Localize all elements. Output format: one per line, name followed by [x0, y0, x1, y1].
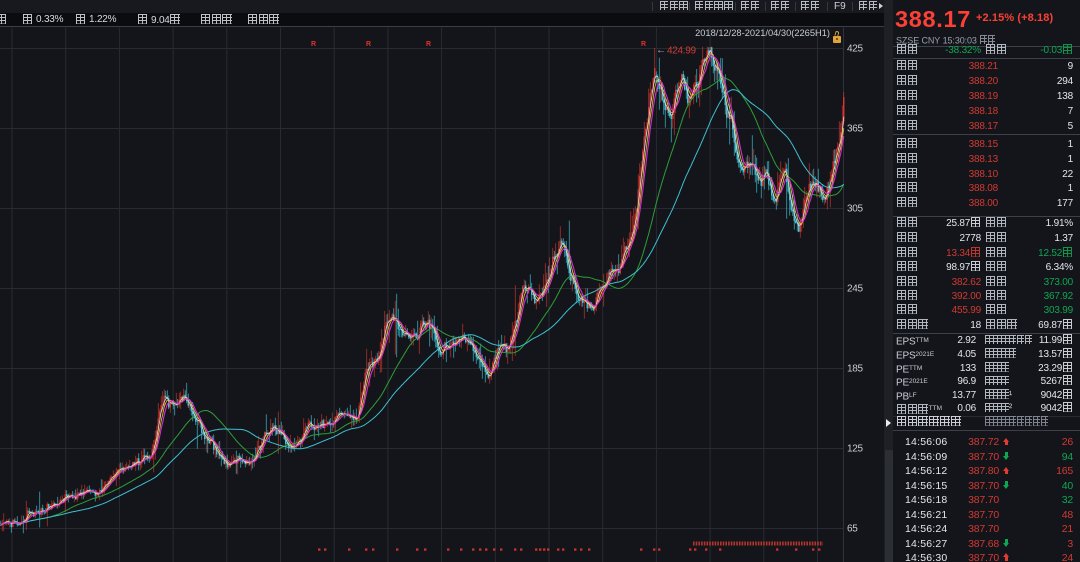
svg-text:305: 305 [847, 204, 864, 215]
svg-text:424.99: 424.99 [667, 46, 697, 57]
svg-text:425: 425 [847, 44, 864, 55]
svg-text:R: R [641, 41, 646, 48]
svg-text:←: ← [656, 45, 666, 56]
svg-text:245: 245 [847, 284, 864, 295]
svg-text:R: R [311, 41, 316, 48]
svg-text:R: R [426, 41, 431, 48]
svg-text:R: R [366, 41, 371, 48]
svg-text:365: 365 [847, 124, 864, 135]
svg-text:125: 125 [847, 444, 864, 455]
svg-text:65: 65 [847, 524, 858, 535]
svg-text:185: 185 [847, 364, 864, 375]
